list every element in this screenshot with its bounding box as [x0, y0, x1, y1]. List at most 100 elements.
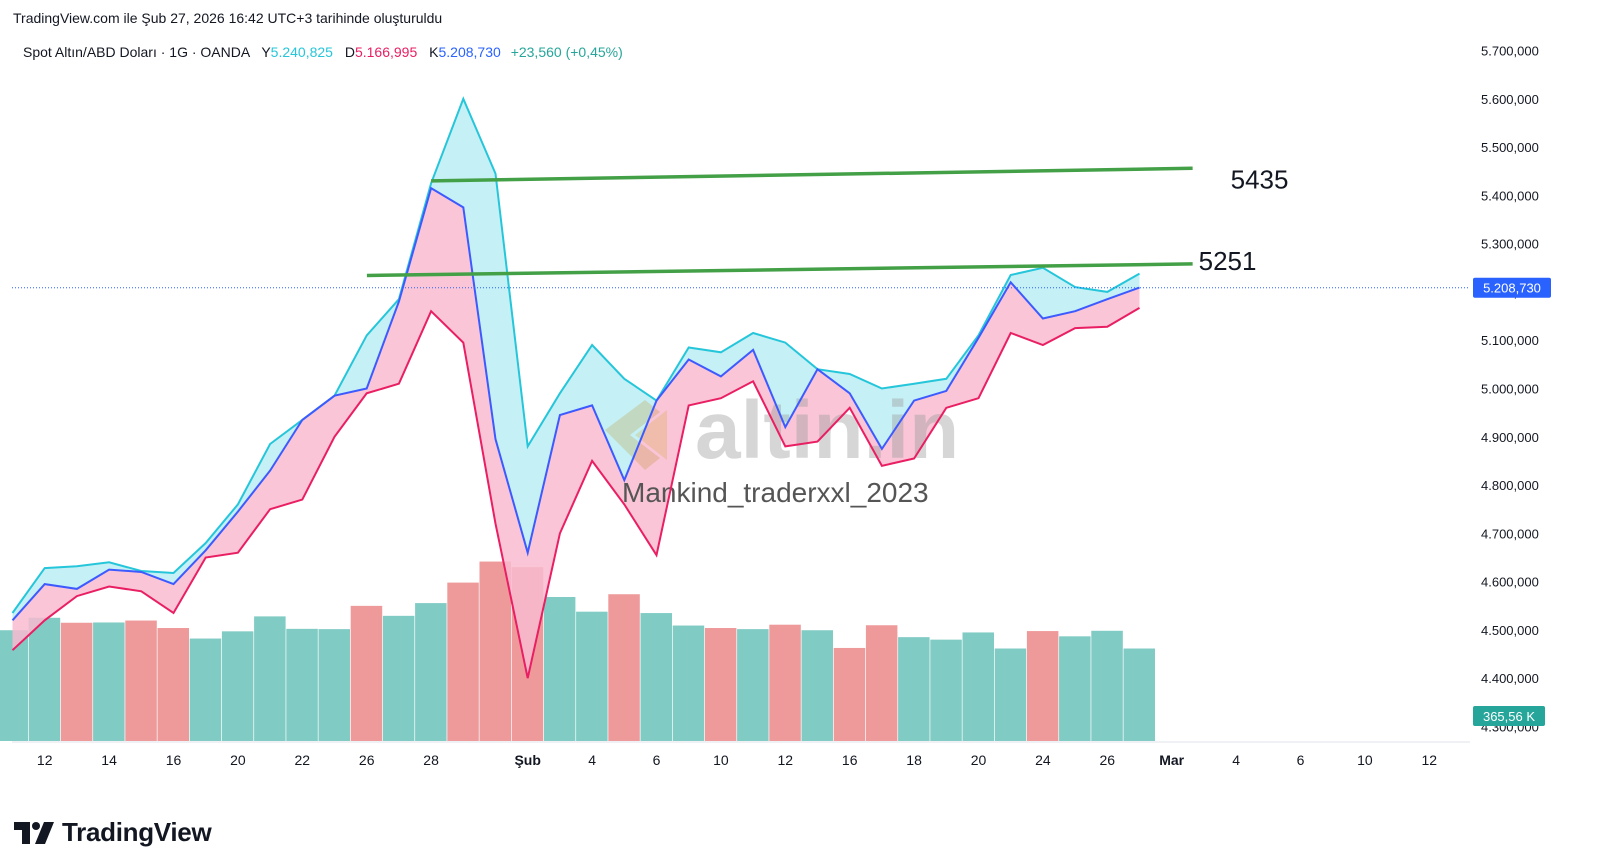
x-tick-label: 6: [653, 752, 661, 768]
y-tick-label: 5.000,000: [1481, 382, 1539, 397]
high-label: Y: [261, 44, 271, 60]
high-close-band: [12, 98, 1140, 621]
volume-bar: [1026, 631, 1059, 741]
x-tick-label: 10: [1357, 752, 1373, 768]
change-value: +23,560 (+0,45%): [510, 44, 623, 60]
volume-bar: [254, 616, 286, 741]
x-tick-label: 4: [1232, 752, 1240, 768]
price-lines: [11, 96, 1141, 679]
volume-bar: [704, 628, 737, 741]
volume-bar: [350, 605, 383, 741]
chart-caption: TradingView.com ile Şub 27, 2026 16:42 U…: [13, 10, 443, 26]
y-tick-label: 4.800,000: [1481, 478, 1539, 493]
x-tick-label: 22: [295, 752, 311, 768]
volume-bar: [769, 624, 801, 741]
volume-bar: [608, 594, 640, 741]
x-tick-label: 16: [842, 752, 858, 768]
price-bands: [12, 98, 1140, 679]
x-tick-label: 20: [971, 752, 987, 768]
y-tick-label: 5.600,000: [1481, 92, 1539, 107]
volume-bar: [672, 625, 705, 741]
level-label-5251: 5251: [1199, 246, 1257, 276]
volume-bar: [221, 631, 254, 741]
y-tick-label: 5.400,000: [1481, 188, 1539, 203]
volume-bar: [447, 582, 479, 741]
level-line-5251[interactable]: [366, 262, 1193, 278]
y-tick-label: 4.600,000: [1481, 575, 1539, 590]
close-value: 5.208,730: [438, 44, 501, 60]
y-tick-label: 4.400,000: [1481, 671, 1539, 686]
low-label: D: [344, 44, 355, 60]
level-line-5435[interactable]: [431, 166, 1193, 183]
volume-bar: [479, 561, 511, 741]
low-value: 5.166,995: [354, 44, 418, 60]
low-series-line: [11, 307, 1141, 679]
volume-bar: [382, 615, 415, 741]
x-tick-label: 12: [778, 752, 794, 768]
high-series-line: [11, 96, 1140, 614]
x-tick-label: 16: [166, 752, 182, 768]
x-tick-label: 10: [713, 752, 729, 768]
close-label: K: [429, 44, 439, 60]
volume-bar: [737, 629, 769, 741]
x-tick-label: 14: [101, 752, 117, 768]
x-tick-label: 4: [588, 752, 596, 768]
symbol-legend: Spot Altın/ABD Doları · 1G · OANDA Y5.24…: [23, 44, 623, 60]
volume-bar: [801, 630, 833, 741]
high-value: 5.240,825: [270, 44, 333, 60]
volume-bar: [1091, 630, 1123, 741]
y-tick-label: 4.700,000: [1481, 526, 1539, 541]
volume-bar: [576, 611, 608, 741]
level-label-5435: 5435: [1231, 164, 1289, 194]
volume-bar: [865, 625, 898, 741]
volume-bar: [28, 617, 61, 741]
x-tick-label: 18: [906, 752, 922, 768]
volume-bar: [125, 620, 157, 741]
volume-bar: [962, 632, 994, 741]
brand-name: TradingView: [62, 817, 212, 847]
close-series-line: [11, 186, 1140, 621]
volume-bar: [286, 628, 318, 741]
x-tick-label: 24: [1035, 752, 1051, 768]
volume-bar: [640, 613, 672, 741]
price-axis[interactable]: 5.700,000 5.600,000 5.500,000 5.400,000 5.30…: [1481, 43, 1539, 734]
volume-label: 365,56 K: [1483, 709, 1535, 724]
x-tick-label: 12: [1422, 752, 1438, 768]
volume-bar: [1059, 636, 1091, 741]
x-tick-label: Şub: [514, 752, 540, 768]
y-tick-label: 5.100,000: [1481, 333, 1539, 348]
horizontal-levels[interactable]: 5435 5251: [366, 164, 1289, 278]
current-price-badge: 5.208,730: [1473, 277, 1551, 298]
altin-logo-icon: [605, 400, 667, 470]
x-tick-label: 12: [37, 752, 53, 768]
volume-bar: [898, 637, 930, 741]
x-tick-label: 6: [1297, 752, 1305, 768]
x-tick-label: 28: [423, 752, 439, 768]
y-tick-label: 5.700,000: [1481, 43, 1539, 58]
volume-bar: [1123, 648, 1155, 741]
volume-bar: [930, 639, 962, 741]
x-tick-label: Mar: [1159, 752, 1184, 768]
tradingview-brand[interactable]: TradingView: [14, 817, 212, 848]
volume-bar: [93, 622, 125, 741]
volume-bar: [994, 648, 1027, 741]
volume-bar: [543, 597, 576, 741]
volume-bar: [318, 629, 350, 741]
volume-bar: [60, 622, 93, 741]
x-tick-label: 26: [359, 752, 375, 768]
x-tick-label: 20: [230, 752, 246, 768]
close-low-band: [12, 188, 1140, 679]
symbol-name[interactable]: Spot Altın/ABD Doları · 1G · OANDA: [23, 44, 250, 60]
volume-bar: [157, 628, 189, 741]
y-tick-label: 5.500,000: [1481, 140, 1539, 155]
y-tick-label: 4.500,000: [1481, 623, 1539, 638]
y-tick-label: 4.900,000: [1481, 430, 1539, 445]
x-tick-label: 26: [1100, 752, 1116, 768]
tradingview-logo-icon: [14, 821, 54, 844]
time-axis[interactable]: 12 14 16 20 22 26 28 Şub 4 6 10 12 16 18 20 24 26 Mar 4 6 10…: [12, 741, 1470, 768]
volume-badge: 365,56 K: [1473, 706, 1545, 726]
volume-bar: [833, 647, 866, 741]
volume-bar: [415, 603, 447, 741]
current-price-label: 5.208,730: [1483, 281, 1541, 296]
